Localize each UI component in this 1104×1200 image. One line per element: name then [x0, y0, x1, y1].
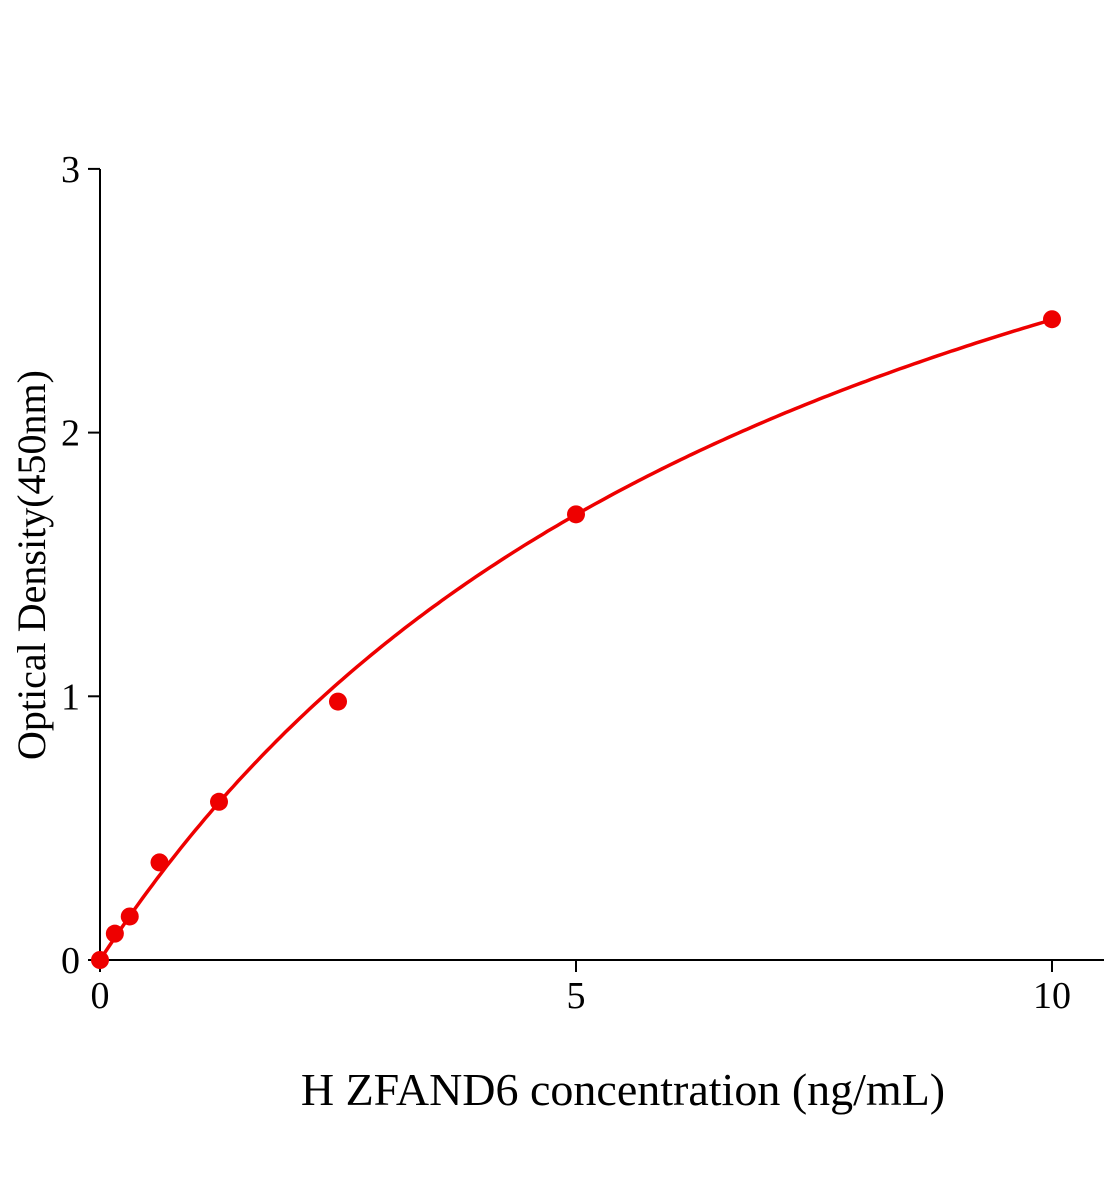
x-axis-label: H ZFAND6 concentration (ng/mL)	[301, 1064, 945, 1115]
axes	[99, 169, 1104, 961]
y-tick-label: 3	[61, 149, 80, 191]
data-point	[120, 907, 139, 926]
x-tick-label: 5	[567, 975, 586, 1017]
x-tick-label: 10	[1033, 975, 1071, 1017]
x-tick-label: 0	[91, 975, 110, 1017]
x-ticks: 0 5 10	[91, 960, 1071, 1017]
y-tick-label: 0	[61, 940, 80, 982]
data-point	[329, 692, 347, 711]
data-point	[210, 792, 228, 811]
y-axis-label: Optical Density(450nm)	[9, 370, 54, 760]
data-point	[91, 951, 109, 969]
data-point	[1043, 310, 1061, 329]
data-point	[567, 505, 585, 524]
y-tick-label: 2	[61, 413, 80, 455]
y-tick-label: 1	[61, 676, 80, 718]
data-point	[150, 853, 169, 872]
data-points	[91, 310, 1061, 969]
y-ticks: 0 1 2 3	[61, 149, 100, 982]
fit-curve	[98, 317, 1053, 961]
data-point	[105, 924, 124, 943]
